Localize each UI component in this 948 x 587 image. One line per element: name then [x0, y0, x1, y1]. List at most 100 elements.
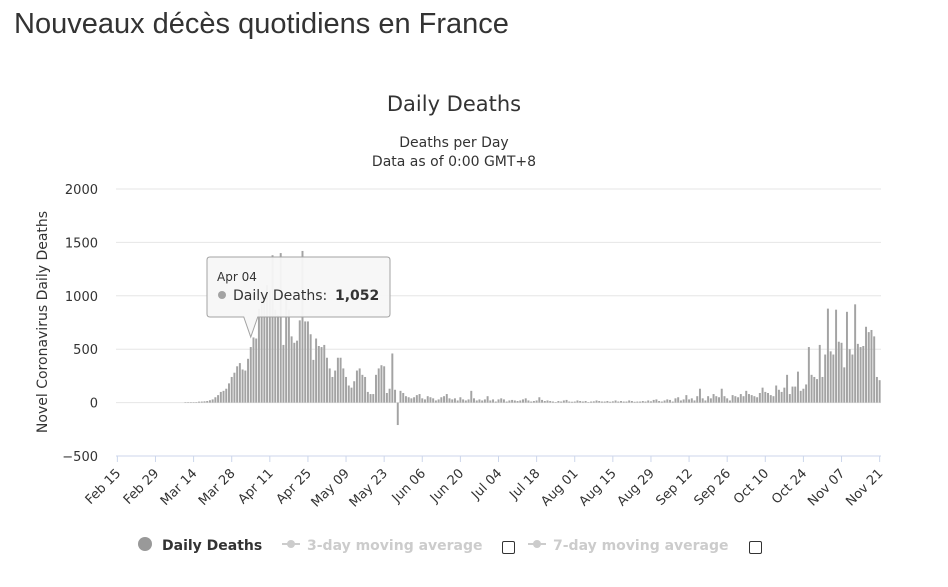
bar[interactable]	[244, 370, 247, 403]
bar[interactable]	[807, 347, 810, 403]
bar[interactable]	[568, 401, 571, 403]
bar[interactable]	[415, 395, 418, 403]
bar[interactable]	[421, 398, 424, 403]
bar[interactable]	[598, 401, 601, 403]
bar[interactable]	[462, 399, 465, 403]
bar[interactable]	[543, 401, 546, 403]
bar[interactable]	[426, 396, 429, 403]
bar[interactable]	[600, 401, 603, 403]
bar[interactable]	[260, 291, 263, 403]
bar[interactable]	[277, 315, 279, 403]
bar[interactable]	[475, 400, 478, 403]
bar[interactable]	[274, 309, 277, 403]
bar[interactable]	[786, 374, 789, 403]
7day-average-checkbox[interactable]	[749, 541, 762, 554]
bar[interactable]	[195, 402, 198, 403]
bar[interactable]	[587, 402, 590, 403]
bar[interactable]	[355, 370, 358, 403]
bar[interactable]	[715, 396, 718, 403]
bar[interactable]	[399, 390, 402, 403]
bar[interactable]	[326, 357, 328, 403]
bar[interactable]	[718, 397, 720, 403]
bar[interactable]	[249, 347, 252, 403]
bar[interactable]	[200, 401, 203, 403]
bar[interactable]	[459, 397, 462, 403]
bar[interactable]	[413, 397, 416, 403]
bar[interactable]	[865, 326, 868, 403]
bar[interactable]	[505, 401, 508, 403]
bar[interactable]	[796, 371, 799, 403]
bar[interactable]	[263, 301, 266, 403]
bar[interactable]	[851, 354, 854, 403]
bar[interactable]	[655, 399, 658, 403]
bar[interactable]	[513, 400, 516, 403]
bar[interactable]	[813, 376, 816, 403]
bar[interactable]	[854, 304, 857, 403]
bar[interactable]	[342, 368, 345, 403]
bar[interactable]	[464, 400, 467, 403]
legend-item-7day-average[interactable]: 7-day moving average	[528, 538, 729, 554]
bar[interactable]	[304, 321, 307, 403]
bar[interactable]	[617, 401, 620, 403]
bar[interactable]	[663, 400, 666, 403]
bar[interactable]	[636, 401, 639, 403]
bar[interactable]	[660, 401, 663, 403]
bar[interactable]	[633, 401, 636, 403]
legend-item-3day-average[interactable]: 3-day moving average	[282, 538, 483, 554]
bar[interactable]	[489, 400, 492, 403]
bar[interactable]	[554, 402, 557, 403]
bar[interactable]	[802, 388, 805, 403]
bar[interactable]	[282, 344, 285, 403]
bar[interactable]	[287, 309, 290, 403]
bar[interactable]	[481, 400, 484, 403]
bar[interactable]	[690, 398, 693, 403]
bar[interactable]	[628, 400, 631, 403]
legend-daily-deaths-label[interactable]: Daily Deaths	[162, 538, 262, 554]
bar[interactable]	[677, 397, 680, 403]
bar[interactable]	[592, 401, 595, 403]
bar[interactable]	[336, 357, 339, 403]
bar[interactable]	[641, 401, 644, 403]
bar[interactable]	[407, 397, 410, 403]
bar[interactable]	[581, 401, 584, 403]
bar[interactable]	[590, 401, 593, 403]
bar[interactable]	[679, 400, 682, 403]
bar[interactable]	[829, 351, 832, 403]
bar[interactable]	[317, 346, 320, 403]
bar[interactable]	[758, 392, 761, 403]
bar[interactable]	[859, 347, 862, 403]
bar[interactable]	[856, 343, 859, 403]
bar[interactable]	[685, 395, 688, 403]
bar[interactable]	[217, 395, 220, 403]
bar[interactable]	[775, 385, 778, 403]
bar[interactable]	[192, 402, 195, 403]
bar[interactable]	[524, 398, 527, 403]
bar[interactable]	[532, 401, 535, 403]
legend-7day-label[interactable]: 7-day moving average	[553, 538, 729, 554]
bar[interactable]	[611, 401, 614, 403]
bar[interactable]	[320, 347, 323, 403]
bar[interactable]	[494, 401, 497, 403]
bar[interactable]	[301, 250, 304, 403]
bar[interactable]	[761, 387, 764, 403]
legend-item-daily-deaths[interactable]: Daily Deaths	[138, 537, 262, 554]
bar[interactable]	[843, 367, 846, 403]
bar[interactable]	[767, 392, 769, 403]
bar[interactable]	[728, 400, 731, 403]
bar[interactable]	[508, 400, 511, 403]
bar[interactable]	[652, 399, 655, 403]
bar[interactable]	[394, 389, 397, 403]
bar[interactable]	[682, 399, 685, 403]
bar[interactable]	[293, 342, 296, 403]
bar[interactable]	[345, 376, 348, 403]
bar[interactable]	[742, 396, 745, 403]
bar[interactable]	[799, 390, 802, 403]
bar[interactable]	[772, 396, 775, 403]
bar[interactable]	[557, 401, 560, 403]
bar[interactable]	[331, 376, 334, 403]
bar[interactable]	[777, 389, 780, 403]
bar[interactable]	[366, 391, 369, 403]
bar[interactable]	[818, 344, 821, 403]
bar[interactable]	[203, 401, 206, 403]
bar[interactable]	[707, 396, 710, 403]
